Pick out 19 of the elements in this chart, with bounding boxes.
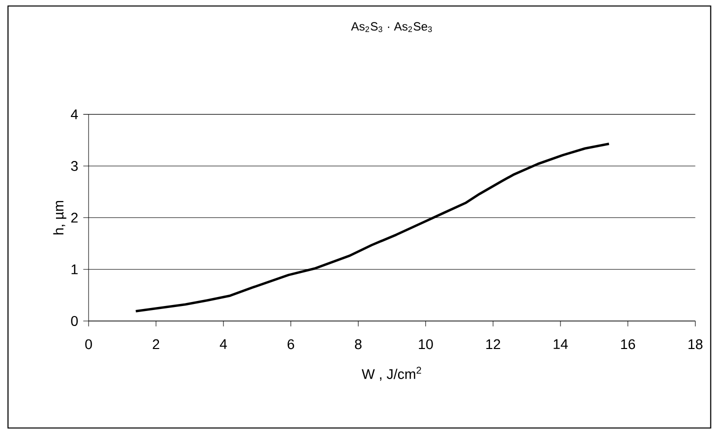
y-tick-label: 2 xyxy=(71,212,78,223)
x-tick-label: 18 xyxy=(688,339,702,350)
x-tick-label: 10 xyxy=(418,339,433,350)
y-tick-label: 1 xyxy=(72,264,78,274)
y-tick-label: 4 xyxy=(70,110,78,120)
x-tick-label: 4 xyxy=(220,339,227,349)
x-tick-label: 6 xyxy=(288,339,294,350)
line-series xyxy=(134,142,610,312)
x-axis-title: W , J/cm$^{2}$ xyxy=(362,366,422,381)
x-tick-label: 14 xyxy=(554,339,568,349)
y-axis-title: h, µm xyxy=(53,200,66,234)
x-tick-label: 16 xyxy=(621,339,636,350)
x-tick-label: 0 xyxy=(85,339,92,350)
y-tick-label: 3 xyxy=(71,161,78,171)
x-tick-label: 8 xyxy=(354,339,362,350)
chart-title: As$_{2}$S$_{3}$ · As$_{2}$Se$_{3}$ xyxy=(351,22,432,32)
x-tick-label: 2 xyxy=(152,339,160,350)
x-tick-label: 12 xyxy=(486,339,500,350)
y-tick-label: 0 xyxy=(71,316,78,326)
